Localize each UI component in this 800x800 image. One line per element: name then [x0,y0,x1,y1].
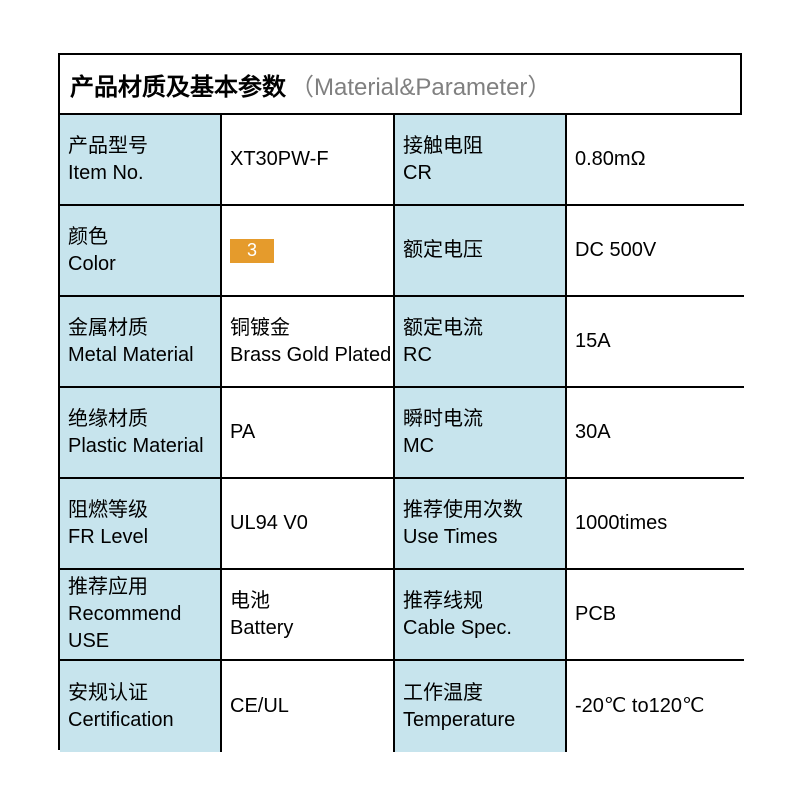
label-cell: 产品型号Item No. [60,115,222,206]
value-cell: 30A [567,388,744,479]
table-title-paren: （Material&Parameter） [290,67,551,102]
value-cell: -20℃ to120℃ [567,661,744,752]
label-cell: 推荐使用次数Use Times [395,479,567,570]
value-text: CE/UL [230,693,393,720]
label-cn: 推荐使用次数 [403,497,565,524]
label-cn: 阻燃等级 [68,497,220,524]
value-cell: 3 [222,206,395,297]
table-title: 产品材质及基本参数（Material&Parameter） [60,55,740,115]
label-en: Color [68,251,220,278]
value-text: PCB [575,601,744,628]
table-title-bold: 产品材质及基本参数 [70,67,286,102]
color-swatch: 3 [230,239,274,263]
value-cell: DC 500V [567,206,744,297]
label-cell: 颜色Color [60,206,222,297]
label-en: Use Times [403,524,565,551]
table-body: 产品型号Item No.XT30PW-F接触电阻CR0.80mΩ颜色Color3… [60,115,740,752]
label-cn: 瞬时电流 [403,406,565,433]
value-en: Brass Gold Plated [230,342,393,369]
value-cn: 铜镀金 [230,315,393,342]
label-en: CR [403,160,565,187]
label-cn: 额定电流 [403,315,565,342]
value-cell: 1000times [567,479,744,570]
value-cell: XT30PW-F [222,115,395,206]
label-cn: 安规认证 [68,680,220,707]
spec-table: 产品材质及基本参数（Material&Parameter）产品型号Item No… [58,53,742,750]
label-cell: 工作温度Temperature [395,661,567,752]
label-cn: 推荐线规 [403,588,565,615]
label-cell: 绝缘材质Plastic Material [60,388,222,479]
label-en: Certification [68,707,220,734]
value-text: 15A [575,328,744,355]
label-cn: 推荐应用 [68,574,220,601]
label-cell: 接触电阻CR [395,115,567,206]
label-cell: 推荐线规Cable Spec. [395,570,567,661]
label-en: FR Level [68,524,220,551]
label-cell: 阻燃等级FR Level [60,479,222,570]
label-cell: 额定电压 [395,206,567,297]
label-en: Item No. [68,160,220,187]
value-text: UL94 V0 [230,510,393,537]
label-en: MC [403,433,565,460]
value-text: 1000times [575,510,744,537]
label-cell: 瞬时电流MC [395,388,567,479]
label-en: RC [403,342,565,369]
label-cell: 安规认证Certification [60,661,222,752]
value-cell: 15A [567,297,744,388]
value-cell: 电池Battery [222,570,395,661]
value-text: DC 500V [575,237,744,264]
label-cn: 接触电阻 [403,133,565,160]
label-en: Recommend USE [68,601,220,655]
value-text: PA [230,419,393,446]
label-cn: 金属材质 [68,315,220,342]
label-en: Metal Material [68,342,220,369]
label-cn: 颜色 [68,224,220,251]
label-cn: 工作温度 [403,680,565,707]
value-en: Battery [230,615,393,642]
value-cell: 0.80mΩ [567,115,744,206]
label-cn: 产品型号 [68,133,220,160]
label-en: Plastic Material [68,433,220,460]
value-cell: CE/UL [222,661,395,752]
label-cell: 额定电流RC [395,297,567,388]
value-cell: 铜镀金Brass Gold Plated [222,297,395,388]
value-text: 0.80mΩ [575,146,744,173]
value-cell: PCB [567,570,744,661]
label-cn: 绝缘材质 [68,406,220,433]
value-cell: UL94 V0 [222,479,395,570]
label-cn: 额定电压 [403,237,565,264]
label-en: Cable Spec. [403,615,565,642]
value-text: XT30PW-F [230,146,393,173]
value-text: 30A [575,419,744,446]
value-text: -20℃ to120℃ [575,693,744,720]
label-cell: 推荐应用Recommend USE [60,570,222,661]
value-cell: PA [222,388,395,479]
label-cell: 金属材质Metal Material [60,297,222,388]
value-cn: 电池 [230,588,393,615]
label-en: Temperature [403,707,565,734]
